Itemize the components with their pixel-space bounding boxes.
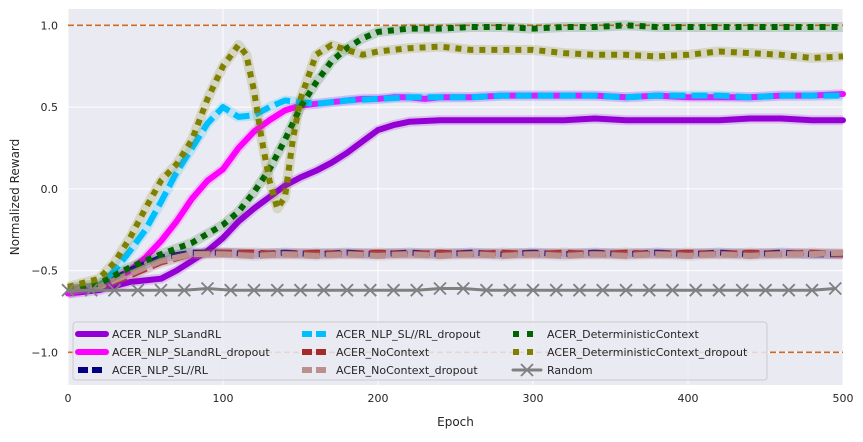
data-point-marker	[131, 283, 145, 297]
legend-label: ACER_DeterministicContext_dropout	[547, 346, 748, 359]
legend-label: ACER_DeterministicContext	[547, 328, 699, 341]
legend-label: ACER_NLP_SLandRL_dropout	[112, 346, 270, 359]
data-point-marker	[363, 283, 377, 297]
series-layer	[61, 20, 846, 299]
data-point-marker	[735, 283, 749, 297]
data-point-marker	[340, 283, 354, 297]
series-ACER_NLP_SL//RL_dropout	[67, 90, 843, 296]
x-tick-label: 100	[213, 392, 234, 405]
data-point-marker	[433, 281, 447, 296]
data-point-marker	[317, 283, 331, 297]
x-tick-label: 200	[368, 392, 389, 405]
y-tick-label: −0.5	[31, 265, 58, 278]
data-point-marker	[642, 283, 656, 297]
x-tick-label: 400	[678, 392, 699, 405]
series-ACER_DeterministicContext_dropout	[66, 40, 844, 292]
data-point-marker	[572, 283, 587, 297]
data-point-marker	[526, 283, 540, 297]
y-axis-label: Normalized Reward	[8, 139, 22, 256]
data-point-marker	[596, 283, 610, 297]
data-point-marker	[805, 283, 819, 297]
legend-box	[72, 321, 768, 381]
y-tick-label: 0.5	[41, 101, 59, 114]
data-point-marker	[479, 283, 494, 297]
data-point-marker	[84, 283, 98, 297]
data-point-marker	[270, 283, 284, 297]
data-point-marker	[61, 283, 75, 297]
x-tick-label: 0	[65, 392, 72, 405]
data-point-marker	[177, 283, 191, 297]
legend-label: ACER_NLP_SL//RL	[112, 364, 209, 377]
y-tick-label: −1.0	[31, 346, 58, 359]
data-point-marker	[456, 281, 470, 296]
legend-label: ACER_NLP_SLandRL	[112, 328, 222, 341]
data-point-marker	[410, 283, 424, 297]
legend-label: ACER_NLP_SL//RL_dropout	[336, 328, 481, 341]
legend-label: ACER_NoContext	[336, 346, 430, 359]
data-point-marker	[386, 283, 401, 297]
data-point-marker	[689, 283, 703, 297]
tick-labels: 0 100 200 300 400 500 −1.0 −0.5 0.0 0.5 1.0	[31, 19, 853, 405]
data-point-marker	[782, 283, 796, 297]
data-point-marker	[549, 283, 563, 297]
x-tick-label: 500	[833, 392, 854, 405]
data-point-marker	[828, 281, 842, 296]
series-line	[67, 92, 843, 294]
legend: ACER_NLP_SLandRL ACER_NLP_SLandRL_dropout…	[72, 321, 768, 381]
series-Random	[61, 281, 842, 297]
data-point-marker	[200, 281, 215, 296]
series-ACER_NoContext_dropout	[67, 247, 844, 296]
legend-label: ACER_NoContext_dropout	[336, 364, 478, 377]
data-point-marker	[619, 283, 633, 297]
legend-marker	[520, 363, 534, 377]
series-line	[67, 249, 844, 294]
x-tick-label: 300	[523, 392, 544, 405]
data-point-marker	[154, 283, 168, 297]
series-line	[67, 22, 843, 292]
data-point-marker	[712, 283, 726, 297]
data-point-marker	[758, 283, 773, 297]
y-tick-label: 1.0	[41, 19, 59, 32]
series-line	[66, 287, 837, 292]
series-ACER_DeterministicContext	[67, 20, 843, 294]
data-point-marker	[224, 283, 238, 297]
data-point-marker	[665, 283, 680, 297]
data-point-marker	[503, 283, 517, 297]
data-point-marker	[293, 283, 308, 297]
x-axis-label: Epoch	[437, 415, 474, 429]
data-point-marker	[107, 283, 122, 297]
data-point-marker	[247, 283, 261, 297]
series-line	[67, 42, 844, 290]
legend-label: Random	[547, 364, 593, 377]
y-tick-label: 0.0	[41, 183, 59, 196]
